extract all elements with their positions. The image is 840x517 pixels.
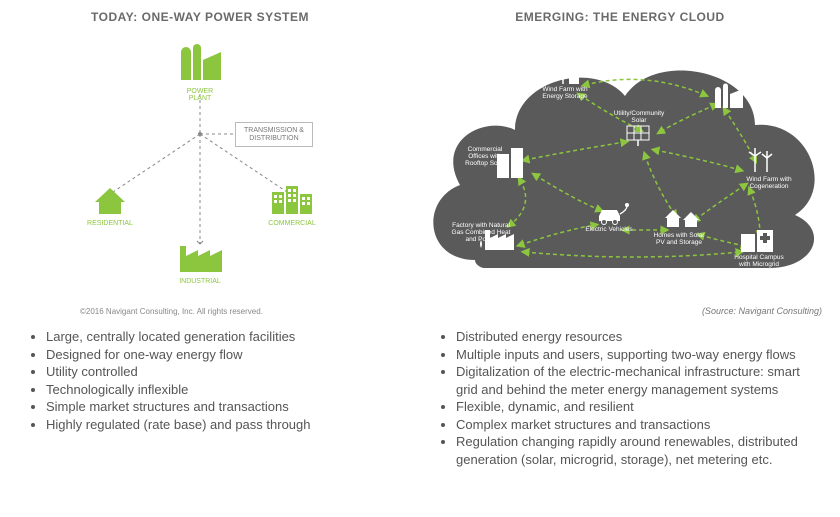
transmission-box: TRANSMISSION &DISTRIBUTION bbox=[235, 122, 313, 147]
list-item: Large, centrally located generation faci… bbox=[46, 328, 408, 346]
list-item: Digitalization of the electric-mechanica… bbox=[456, 363, 818, 398]
right-title: EMERGING: THE ENERGY CLOUD bbox=[400, 0, 840, 24]
list-item: Designed for one-way energy flow bbox=[46, 346, 408, 364]
right-bullets: Distributed energy resources Multiple in… bbox=[432, 328, 818, 468]
power-plant-icon bbox=[175, 42, 225, 84]
bullet-row: Large, centrally located generation faci… bbox=[0, 320, 840, 476]
label-wind-cogen: Wind Farm withCogeneration bbox=[737, 176, 801, 190]
commercial-label: COMMERCIAL bbox=[262, 220, 322, 227]
list-item: Distributed energy resources bbox=[456, 328, 818, 346]
label-homes-pv: Homes with SolarPV and Storage bbox=[647, 232, 711, 246]
list-item: Utility controlled bbox=[46, 363, 408, 381]
industrial-label: INDUSTRIAL bbox=[172, 278, 228, 285]
source-text: (Source: Navigant Consulting) bbox=[702, 306, 822, 316]
factory-icon bbox=[178, 242, 222, 274]
residential-label: RESIDENTIAL bbox=[82, 220, 138, 227]
node-power-plant: POWER PLANT bbox=[175, 42, 225, 102]
label-power-plants: Power Plants bbox=[713, 68, 777, 75]
list-item: Flexible, dynamic, and resilient bbox=[456, 398, 818, 416]
buildings-icon bbox=[270, 182, 314, 216]
transmission-label: TRANSMISSION &DISTRIBUTION bbox=[244, 127, 304, 142]
list-item: Simple market structures and transaction… bbox=[46, 398, 408, 416]
list-item: Highly regulated (rate base) and pass th… bbox=[46, 416, 408, 434]
right-bullet-list: Distributed energy resources Multiple in… bbox=[432, 328, 818, 468]
node-industrial: INDUSTRIAL bbox=[172, 242, 228, 285]
node-commercial: COMMERCIAL bbox=[262, 182, 322, 227]
left-bullets: Large, centrally located generation faci… bbox=[22, 328, 408, 468]
label-hospital: Hospital Campuswith Microgrid bbox=[727, 254, 791, 268]
list-item: Multiple inputs and users, supporting tw… bbox=[456, 346, 818, 364]
left-panel: TODAY: ONE-WAY POWER SYSTEM bbox=[0, 0, 400, 320]
label-factory-chp: Factory with NaturalGas Combined Heatand… bbox=[445, 222, 517, 243]
house-icon bbox=[93, 186, 127, 216]
diagram-row: TODAY: ONE-WAY POWER SYSTEM bbox=[0, 0, 840, 320]
copyright-text: ©2016 Navigant Consulting, Inc. All righ… bbox=[80, 307, 263, 316]
list-item: Technologically inflexible bbox=[46, 381, 408, 399]
left-title: TODAY: ONE-WAY POWER SYSTEM bbox=[0, 0, 400, 24]
label-commercial-solar: CommercialOffices withRooftop Solar bbox=[453, 146, 517, 167]
cloud-diagram: Wind Farm withEnergy Storage Power Plant… bbox=[415, 30, 825, 290]
label-utility-solar: Utility/CommunitySolar bbox=[607, 110, 671, 124]
list-item: Complex market structures and transactio… bbox=[456, 416, 818, 434]
left-diagram: POWER PLANT TRANSMISSION &DISTRIBUTION R… bbox=[0, 34, 400, 294]
power-plant-label: POWER PLANT bbox=[175, 88, 225, 102]
right-panel: EMERGING: THE ENERGY CLOUD bbox=[400, 0, 840, 320]
node-residential: RESIDENTIAL bbox=[82, 186, 138, 227]
left-bullet-list: Large, centrally located generation faci… bbox=[22, 328, 408, 433]
list-item: Regulation changing rapidly around renew… bbox=[456, 433, 818, 468]
label-wind-storage: Wind Farm withEnergy Storage bbox=[533, 86, 597, 100]
label-ev: Electric Vehicles bbox=[577, 226, 641, 233]
